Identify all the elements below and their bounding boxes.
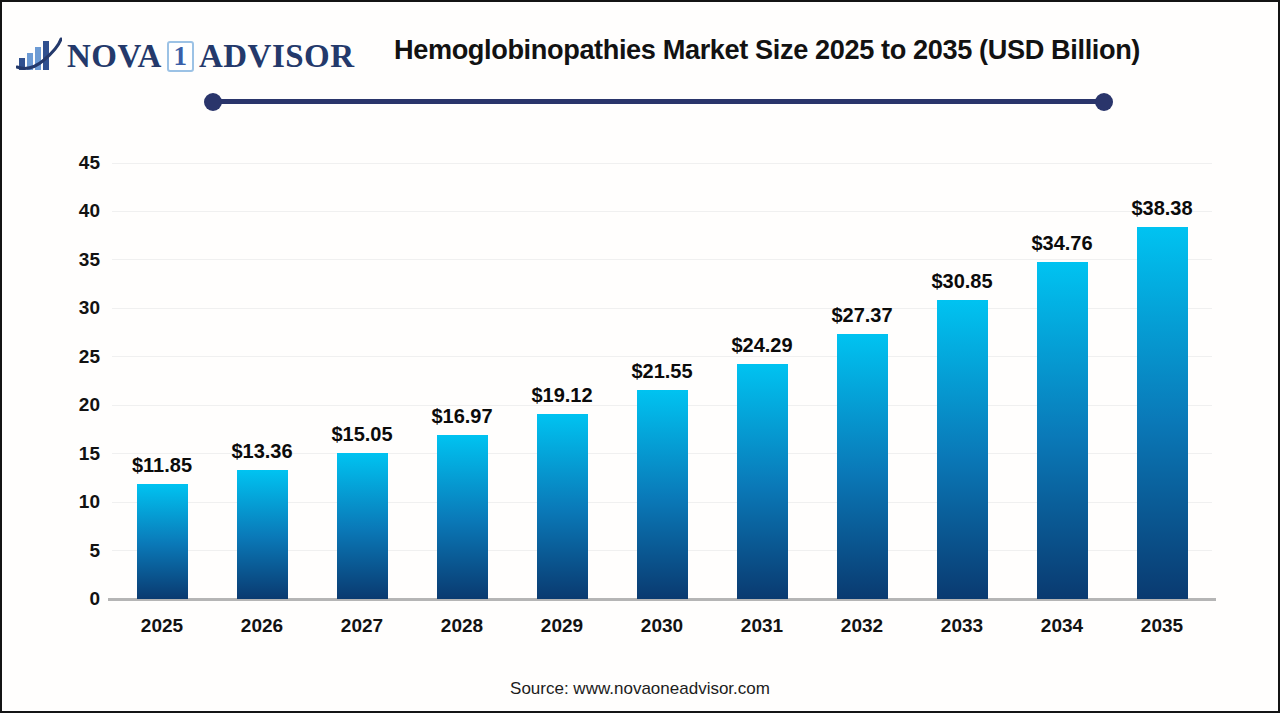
x-axis-label-2034: 2034 xyxy=(1012,615,1112,637)
x-axis-label-2030: 2030 xyxy=(612,615,712,637)
y-axis-label-5: 5 xyxy=(30,539,100,563)
x-axis-label-2032: 2032 xyxy=(812,615,912,637)
x-axis-label-2025: 2025 xyxy=(112,615,212,637)
x-axis-label-2027: 2027 xyxy=(312,615,412,637)
chart-bar-2026 xyxy=(237,470,288,599)
bar-value-label-2028: $16.97 xyxy=(392,405,532,427)
bar-value-label-2033: $30.85 xyxy=(892,270,1032,292)
gridline-45 xyxy=(112,163,1212,164)
bar-value-label-2030: $21.55 xyxy=(592,360,732,382)
bar-value-label-2032: $27.37 xyxy=(792,304,932,326)
y-axis-label-30: 30 xyxy=(30,296,100,320)
x-axis-label-2035: 2035 xyxy=(1112,615,1212,637)
infographic-canvas: NOVA 1 ADVISOR Hemoglobinopathies Market… xyxy=(0,0,1280,720)
y-axis-label-15: 15 xyxy=(30,442,100,466)
chart-bar-2028 xyxy=(437,435,488,599)
chart-bar-2033 xyxy=(937,300,988,599)
y-axis-label-35: 35 xyxy=(30,248,100,272)
title-underline xyxy=(213,99,1104,104)
chart-bar-2034 xyxy=(1037,262,1088,599)
logo-one-badge: 1 xyxy=(167,41,194,72)
x-axis-label-2028: 2028 xyxy=(412,615,512,637)
chart-bar-2027 xyxy=(337,453,388,599)
x-axis-label-2031: 2031 xyxy=(712,615,812,637)
underline-dot-left xyxy=(204,93,222,111)
y-axis-label-40: 40 xyxy=(30,199,100,223)
source-text: Source: www.novaoneadvisor.com xyxy=(0,679,1280,699)
gridline-40 xyxy=(112,211,1212,212)
bar-value-label-2031: $24.29 xyxy=(692,334,832,356)
bar-value-label-2035: $38.38 xyxy=(1092,197,1232,219)
chart-bar-2032 xyxy=(837,334,888,599)
bar-value-label-2029: $19.12 xyxy=(492,384,632,406)
bar-chart-logo-icon xyxy=(16,36,62,76)
x-axis-label-2033: 2033 xyxy=(912,615,1012,637)
chart-bar-2025 xyxy=(137,484,188,599)
bar-value-label-2034: $34.76 xyxy=(992,232,1132,254)
chart-bar-2031 xyxy=(737,364,788,599)
y-axis: 051015202530354045 xyxy=(30,163,100,599)
x-axis-label-2026: 2026 xyxy=(212,615,312,637)
y-axis-label-0: 0 xyxy=(30,587,100,611)
y-axis-label-25: 25 xyxy=(30,345,100,369)
chart-bar-2035 xyxy=(1137,227,1188,599)
page-title: Hemoglobinopathies Market Size 2025 to 2… xyxy=(304,34,1229,66)
chart-bar-2030 xyxy=(637,390,688,599)
plot-area: $11.852025$13.362026$15.052027$16.972028… xyxy=(112,163,1212,599)
logo-text-nova: NOVA xyxy=(67,38,162,75)
underline-dot-right xyxy=(1095,93,1113,111)
x-axis-label-2029: 2029 xyxy=(512,615,612,637)
y-axis-label-45: 45 xyxy=(30,151,100,175)
y-axis-label-10: 10 xyxy=(30,490,100,514)
y-axis-label-20: 20 xyxy=(30,393,100,417)
chart-bar-2029 xyxy=(537,414,588,599)
gridline-35 xyxy=(112,259,1212,260)
